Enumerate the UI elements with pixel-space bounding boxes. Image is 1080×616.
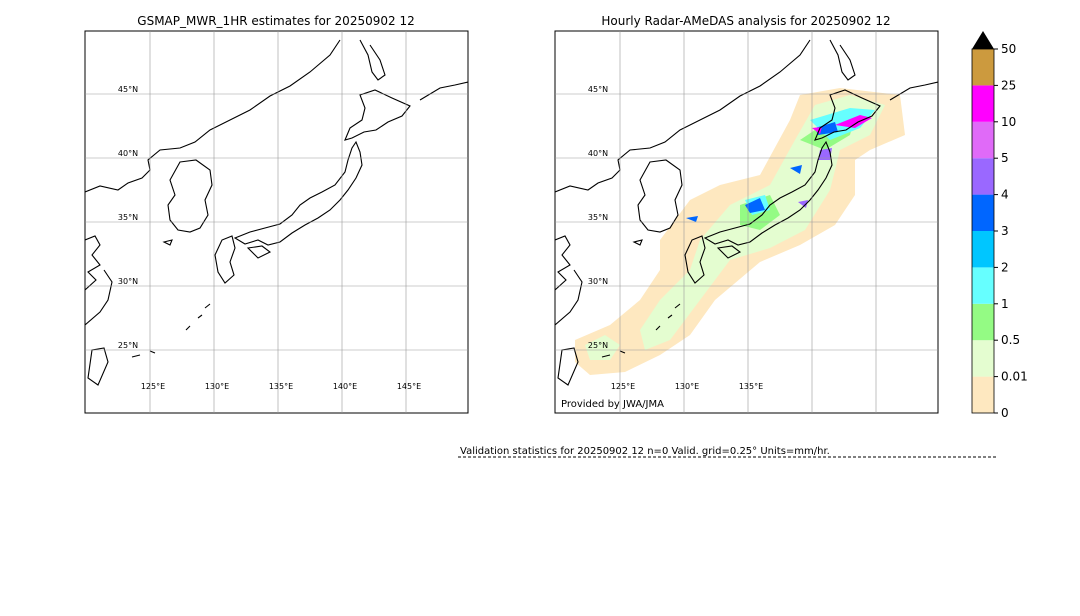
lon-label: 125°E xyxy=(611,382,635,391)
colorbar-label: 25 xyxy=(1001,78,1016,92)
colorbar-segment xyxy=(972,231,994,268)
lat-label: 35°N xyxy=(588,213,608,222)
colorbar-segment xyxy=(972,303,994,341)
colorbar-label: 5 xyxy=(1001,151,1009,165)
colorbar-label: 1 xyxy=(1001,297,1009,311)
lat-label: 40°N xyxy=(118,149,138,158)
coastlines xyxy=(85,39,468,386)
colorbar-extend xyxy=(972,31,994,49)
lat-label: 30°N xyxy=(588,277,608,286)
lat-label: 30°N xyxy=(118,277,138,286)
colorbar-label: 0.5 xyxy=(1001,333,1020,347)
graticule xyxy=(85,31,468,413)
colorbar-segment xyxy=(972,376,994,413)
colorbar-segment xyxy=(972,85,994,122)
lon-label: 135°E xyxy=(739,382,763,391)
lon-label: 140°E xyxy=(333,382,357,391)
precip-field xyxy=(575,88,905,375)
lon-label: 125°E xyxy=(141,382,165,391)
lon-label: 130°E xyxy=(675,382,699,391)
lon-label: 135°E xyxy=(269,382,293,391)
colorbar-label: 3 xyxy=(1001,224,1009,238)
lat-label: 25°N xyxy=(118,341,138,350)
colorbar-segment xyxy=(972,49,994,86)
lat-label: 45°N xyxy=(118,85,138,94)
colorbar-label: 10 xyxy=(1001,115,1016,129)
validation-text: Validation statistics for 20250902 12 n=… xyxy=(460,446,830,457)
colorbar-label: 0.01 xyxy=(1001,370,1028,384)
lon-label: 145°E xyxy=(397,382,421,391)
colorbar-segment xyxy=(972,267,994,304)
lat-label: 45°N xyxy=(588,85,608,94)
lat-label: 35°N xyxy=(118,213,138,222)
colorbar-label: 2 xyxy=(1001,260,1009,274)
colorbar-segment xyxy=(972,121,994,159)
colorbar-segment xyxy=(972,194,994,231)
lat-label: 40°N xyxy=(588,149,608,158)
colorbar-label: 0 xyxy=(1001,406,1009,420)
colorbar-segment xyxy=(972,340,994,377)
map-title: Hourly Radar-AMeDAS analysis for 2025090… xyxy=(601,14,890,28)
graticule xyxy=(555,31,938,413)
colorbar-segment xyxy=(972,158,994,195)
lat-label: 25°N xyxy=(588,341,608,350)
right-map xyxy=(555,39,938,386)
left-map xyxy=(85,39,468,386)
lon-label: 130°E xyxy=(205,382,229,391)
map-title: GSMAP_MWR_1HR estimates for 20250902 12 xyxy=(137,14,414,28)
credit: Provided by JWA/JMA xyxy=(561,399,664,410)
colorbar-label: 50 xyxy=(1001,42,1016,56)
colorbar-label: 4 xyxy=(1001,188,1009,202)
